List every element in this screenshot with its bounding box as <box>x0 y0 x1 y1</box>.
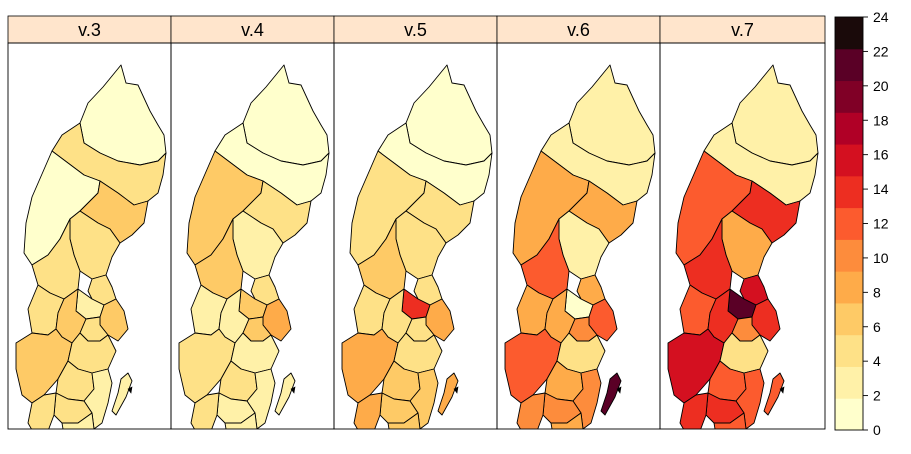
colorbar-bin <box>835 80 863 113</box>
region-Skåne <box>678 431 734 449</box>
island <box>425 428 427 429</box>
panel-strip <box>333 15 498 44</box>
panel: v.7 <box>659 15 826 449</box>
island <box>127 386 133 394</box>
island <box>453 386 459 394</box>
panel-map <box>15 64 167 449</box>
region-Gotland <box>111 372 133 416</box>
colorbar-bin <box>835 17 863 50</box>
region-Blekinge <box>550 412 584 429</box>
colorbar-tick-label: 24 <box>873 9 889 25</box>
region-Kalmar <box>246 368 276 429</box>
region-Gotland <box>763 372 785 416</box>
panel-map <box>178 64 330 449</box>
island <box>588 428 590 429</box>
colorbar-bin <box>835 239 863 272</box>
region-Västernorrland <box>242 180 312 244</box>
island <box>290 386 296 394</box>
panel-title: v.4 <box>241 20 264 40</box>
region-Skåne <box>515 431 571 449</box>
colorbar-bin <box>835 175 863 209</box>
region-Halland <box>679 392 709 429</box>
panel-title: v.6 <box>567 20 590 40</box>
colorbar-bin <box>835 271 863 304</box>
colorbar-bin <box>835 366 863 399</box>
region-Blekinge <box>387 412 421 429</box>
panel-title: v.5 <box>404 20 427 40</box>
region-Blekinge <box>224 412 258 429</box>
colorbar-tick-label: 14 <box>873 181 889 197</box>
region-Skåne <box>189 431 245 449</box>
region-Gotland <box>274 372 296 416</box>
island <box>751 428 753 429</box>
colorbar-tick-label: 12 <box>873 216 889 232</box>
region-Kalmar <box>83 368 113 429</box>
island <box>616 386 622 394</box>
region-Västernorrland <box>568 180 638 244</box>
colorbar-tick-label: 0 <box>873 422 881 438</box>
panel-strip <box>659 15 826 44</box>
panel-strip <box>7 15 172 44</box>
panel-map <box>341 64 493 449</box>
region-Gotland <box>437 372 459 416</box>
panel-map <box>667 64 819 449</box>
region-Västernorrland <box>79 180 149 244</box>
region-Halland <box>27 392 57 429</box>
panel: v.4 <box>170 15 335 449</box>
region-Blekinge <box>713 412 747 429</box>
colorbar-bin <box>835 144 863 177</box>
island <box>99 428 101 429</box>
region-Gotland <box>600 372 622 416</box>
colorbar-bin <box>835 334 863 367</box>
panel: v.5 <box>333 15 498 449</box>
panel: v.3 <box>7 15 172 449</box>
panel-strip <box>496 15 661 44</box>
panel-title: v.3 <box>78 20 101 40</box>
region-Halland <box>516 392 546 429</box>
colorbar-tick-label: 22 <box>873 43 889 59</box>
colorbar-tick-label: 6 <box>873 319 881 335</box>
colorbar-bin <box>835 398 863 431</box>
panels: v.3 v.4 v.5 v.6 v.7 <box>7 15 826 449</box>
colorbar-bin <box>835 302 863 336</box>
colorbar-tick-label: 4 <box>873 353 881 369</box>
island <box>779 386 785 394</box>
island <box>262 428 264 429</box>
colorbar-tick-label: 18 <box>873 112 889 128</box>
region-Halland <box>353 392 383 429</box>
panel-map <box>504 64 656 449</box>
colorbar-tick-label: 20 <box>873 78 889 94</box>
colorbar-tick-label: 16 <box>873 147 889 163</box>
colorbar-bin <box>835 112 863 145</box>
region-Skåne <box>352 431 408 449</box>
region-Halland <box>190 392 220 429</box>
colorbar-tick-label: 10 <box>873 250 889 266</box>
colorbar-tick-label: 8 <box>873 284 881 300</box>
region-Blekinge <box>61 412 95 429</box>
colorbar-bin <box>835 207 863 240</box>
region-Kalmar <box>572 368 602 429</box>
region-Västernorrland <box>405 180 475 244</box>
region-Västernorrland <box>731 180 801 244</box>
colorbar-bin <box>835 48 863 82</box>
region-Skåne <box>26 431 82 449</box>
region-Kalmar <box>409 368 439 429</box>
panel: v.6 <box>496 15 661 449</box>
region-Kalmar <box>735 368 765 429</box>
panel-frame <box>659 42 826 430</box>
colorbar-tick-label: 2 <box>873 388 881 404</box>
panel-title: v.7 <box>731 20 754 40</box>
